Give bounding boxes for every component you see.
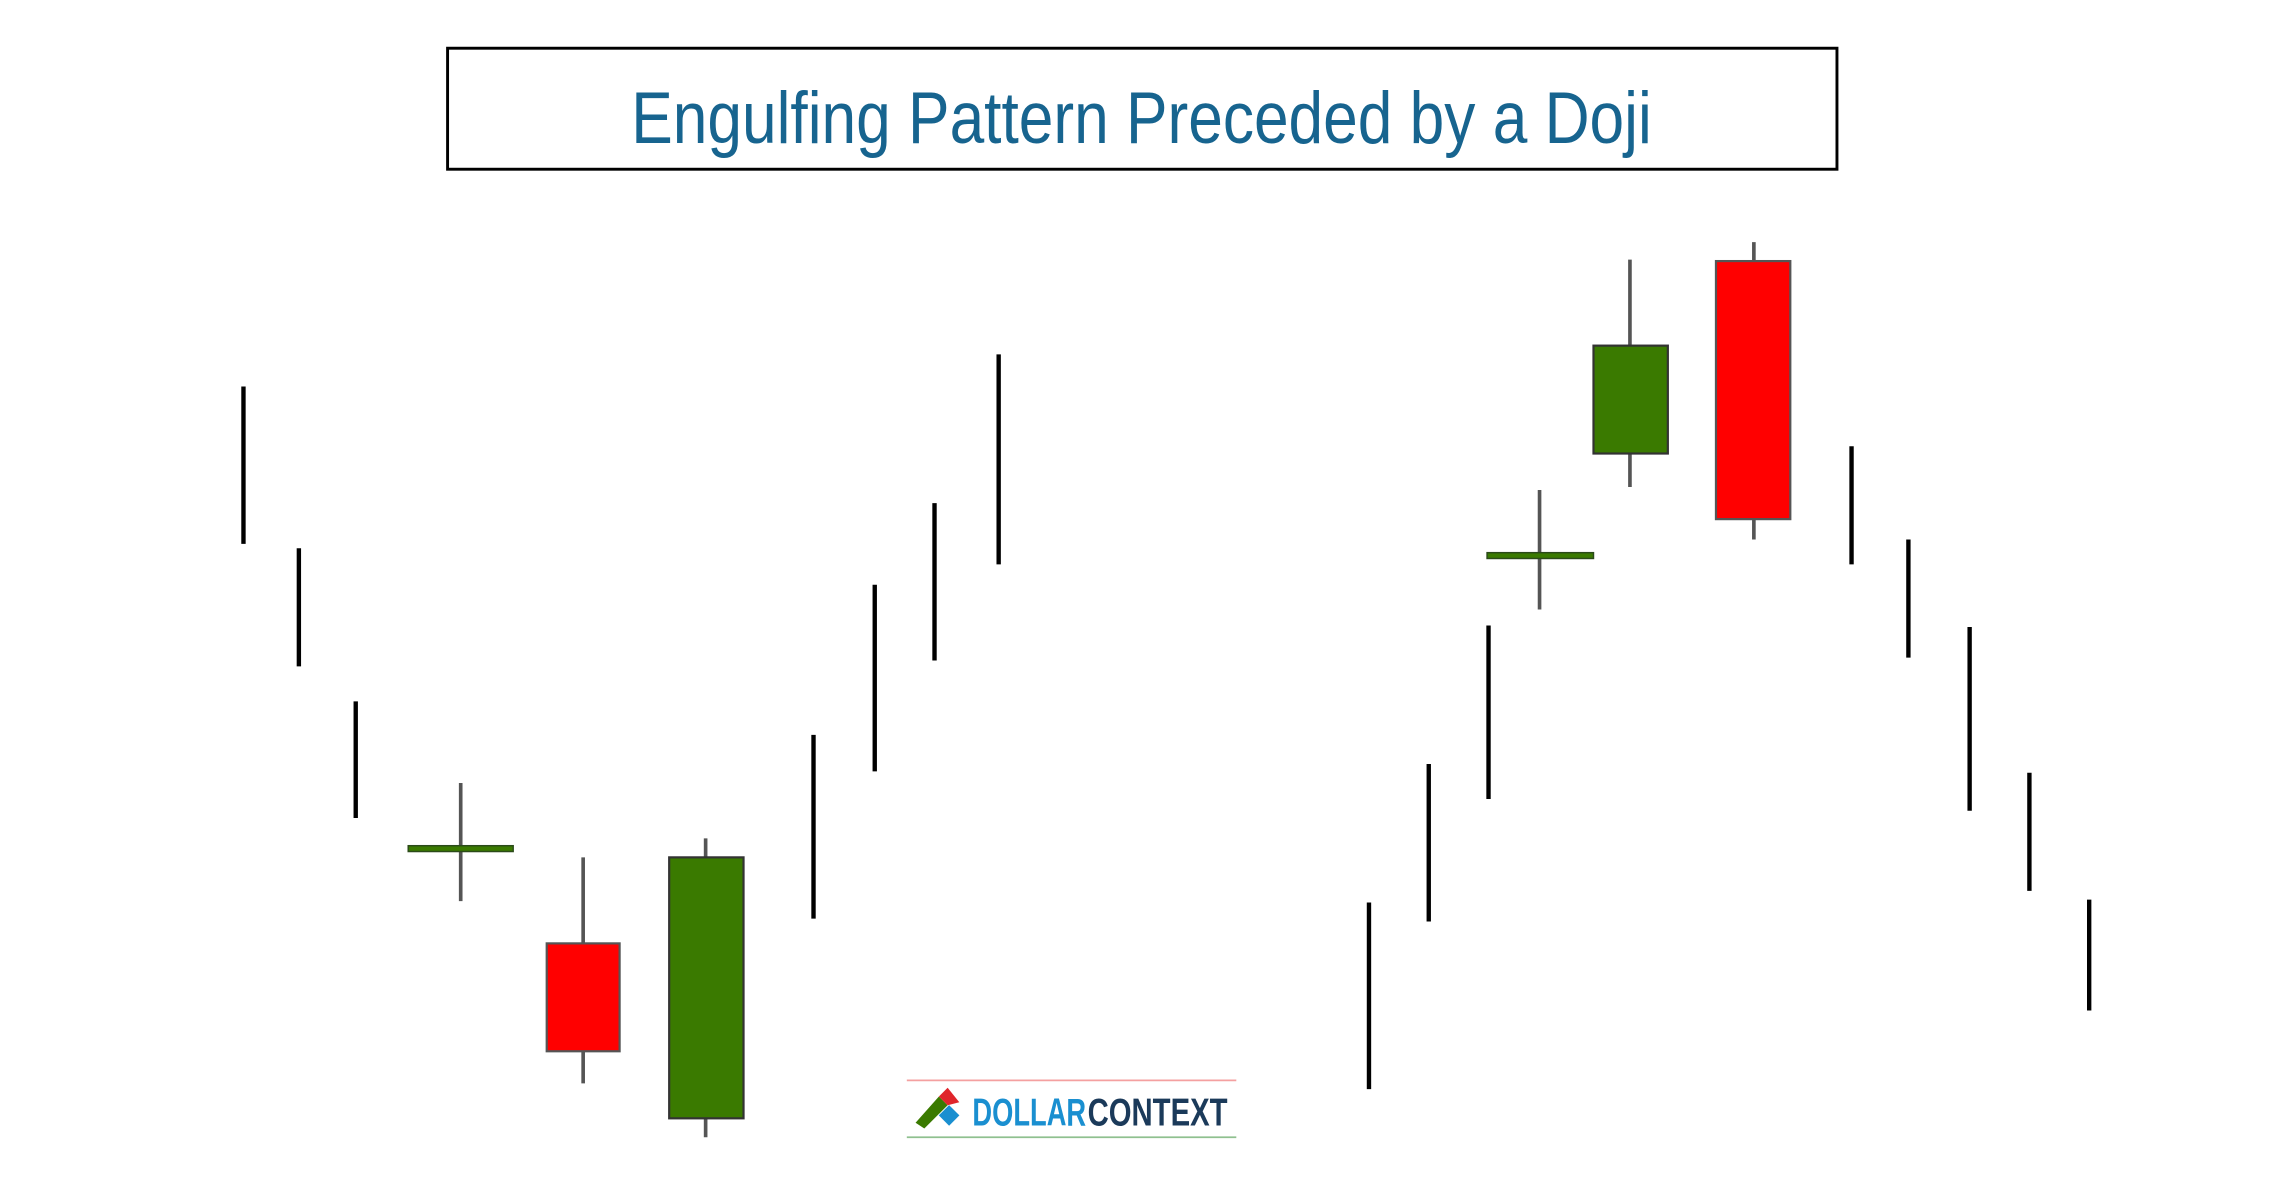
bearish-candle xyxy=(545,942,621,1053)
logo-text-first: DOLLAR xyxy=(972,1091,1086,1135)
bullish-candle xyxy=(1592,344,1669,455)
title-box xyxy=(446,46,1839,171)
bearish-engulfing-candle xyxy=(1714,259,1792,521)
title: Engulfing Pattern Preceded by a Doji xyxy=(631,78,1652,159)
logo-icon-red xyxy=(938,1087,960,1106)
doji-body xyxy=(407,844,514,853)
logo-text-second: CONTEXT xyxy=(1088,1091,1228,1135)
logo-icon-green xyxy=(915,1096,948,1129)
doji-body xyxy=(1486,551,1595,560)
logo: DOLLAR CONTEXT xyxy=(906,1079,1237,1139)
logo-icon-blue xyxy=(938,1105,960,1126)
right-sequence xyxy=(1366,242,2092,1090)
left-sequence xyxy=(241,354,1001,1138)
bullish-engulfing-candle xyxy=(668,856,745,1120)
